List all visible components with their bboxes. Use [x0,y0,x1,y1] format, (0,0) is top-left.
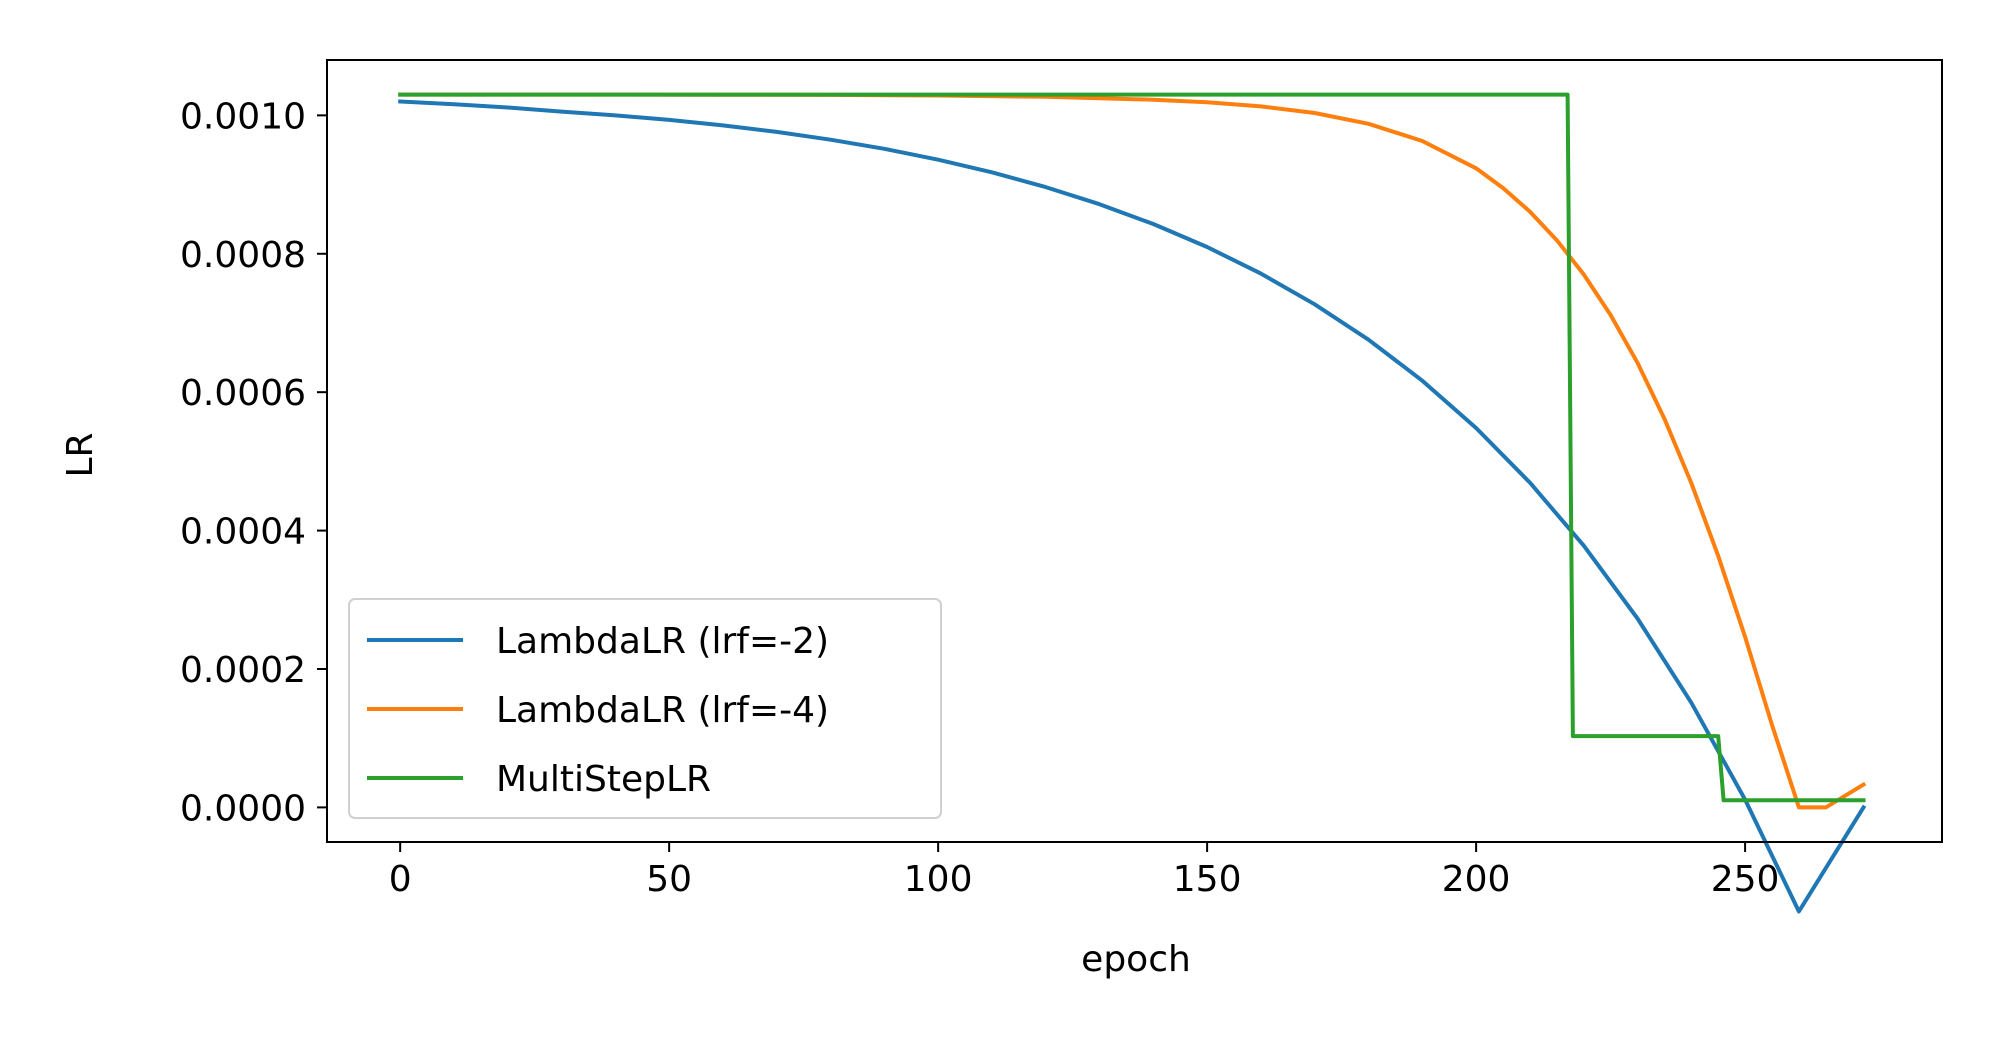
x-axis-label: epoch [1081,939,1191,980]
y-tick-label-5: 0.0010 [180,96,306,137]
series-line-3 [398,92,1866,803]
legend: LambdaLR (lrf=-2) LambdaLR (lrf=-4) MultiS… [348,598,942,819]
series-line-1 [398,99,1867,914]
legend-label-2: LambdaLR (lrf=-4) [496,690,829,731]
x-tick-label-5: 250 [1711,859,1780,900]
plot-frame [326,59,1943,843]
legend-label-1: LambdaLR (lrf=-2) [496,621,829,662]
y-axis-label: LR [60,432,101,477]
y-tick-label-0: 0.0000 [180,788,306,829]
x-tick-label-1: 50 [646,859,692,900]
axes-layer: 0 50 100 150 200 250 0.0000 0.0002 0.0004 0.0006 0… [180,59,1943,900]
x-tick-label-2: 100 [904,859,973,900]
y-tick-label-1: 0.0002 [180,650,306,691]
legend-label-3: MultiStepLR [496,759,711,800]
x-tick-label-3: 150 [1173,859,1242,900]
y-tick-label-4: 0.0008 [180,235,306,276]
y-tick-label-2: 0.0004 [180,512,306,553]
y-tick-label-3: 0.0006 [180,373,306,414]
x-tick-label-0: 0 [389,859,412,900]
legend-box [348,598,942,819]
x-tick-label-4: 200 [1442,859,1511,900]
series-layer [398,92,1867,914]
